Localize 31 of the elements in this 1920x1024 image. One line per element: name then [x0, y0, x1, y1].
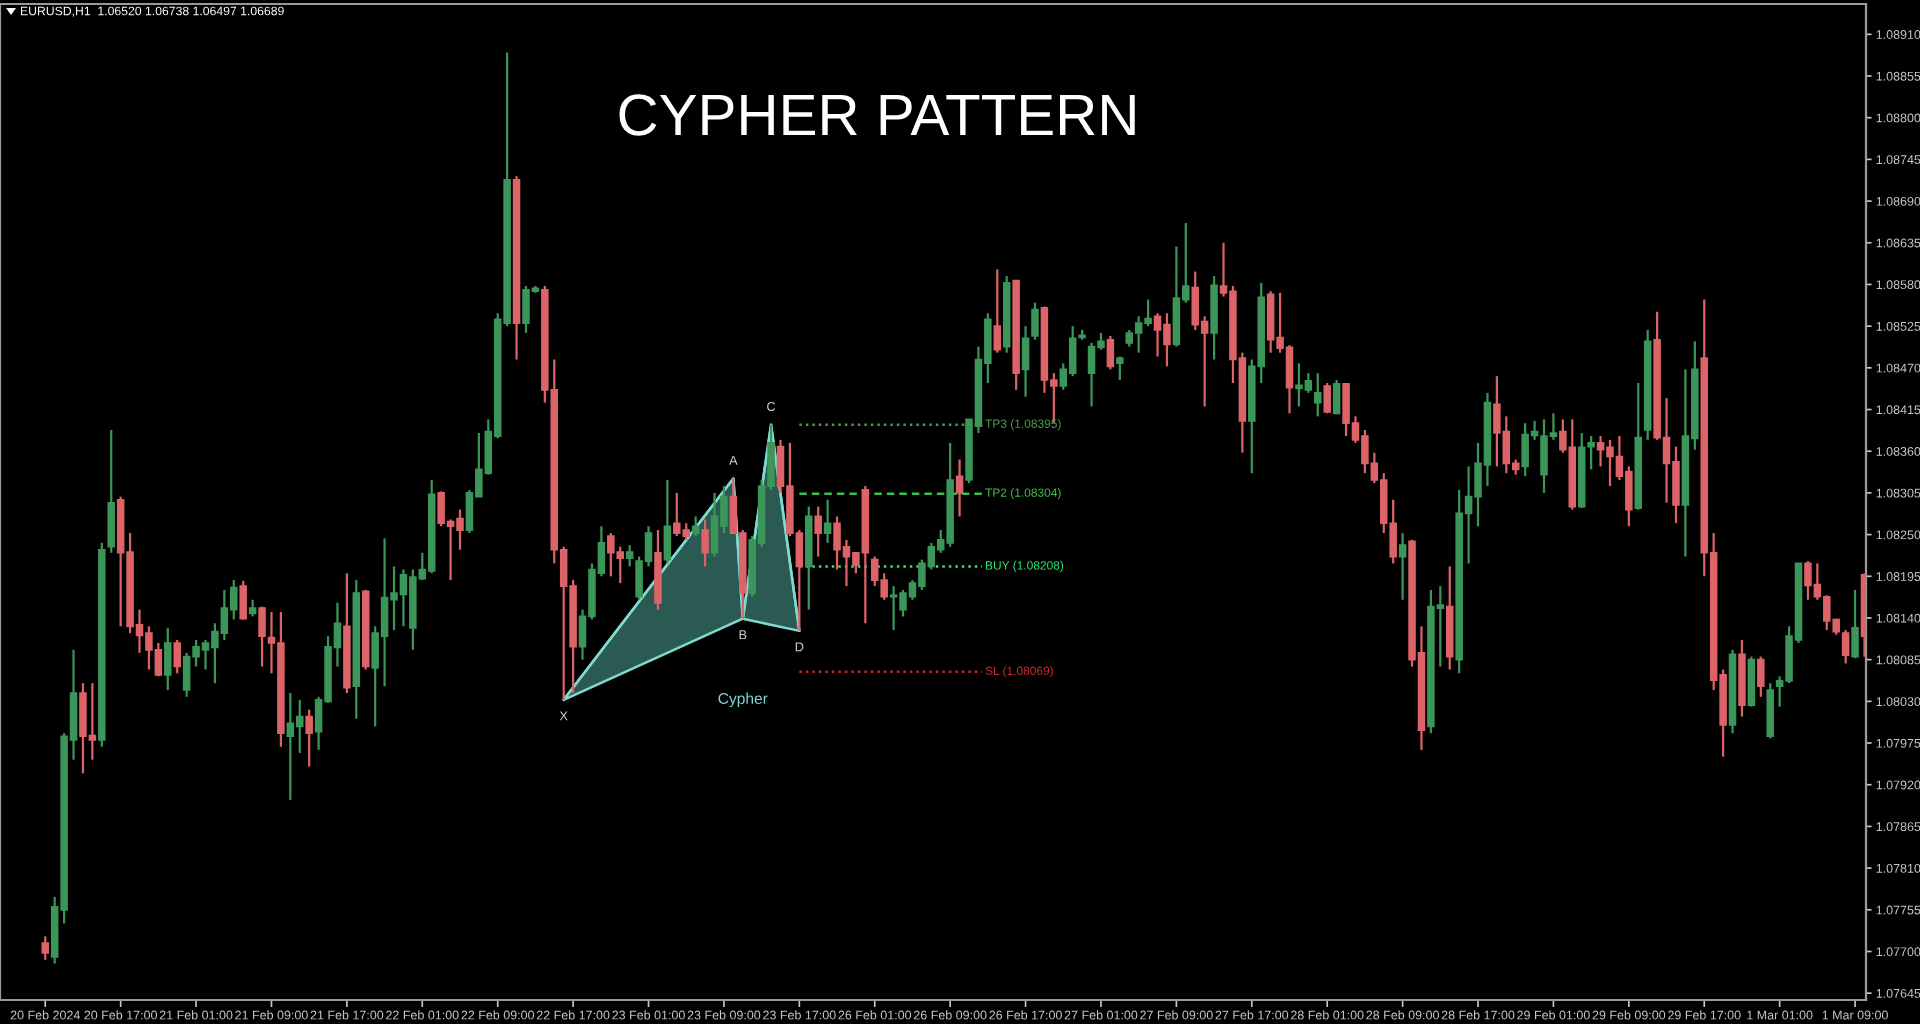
- candlestick: [305, 708, 313, 768]
- candlestick: [1766, 682, 1774, 740]
- text: CYPHER PATTERN: [619, 94, 1135, 136]
- candlestick: [955, 458, 964, 518]
- candlestick: [295, 698, 304, 754]
- candlestick: [1323, 381, 1331, 415]
- candlestick: [239, 579, 247, 621]
- candlestick: [258, 605, 266, 668]
- candlestick: [1757, 655, 1765, 698]
- candlestick: [1841, 628, 1850, 665]
- candlestick: [1106, 334, 1115, 371]
- candlestick: [814, 505, 822, 558]
- candlestick: [41, 935, 50, 961]
- candlestick: [691, 515, 700, 538]
- candlestick: [164, 626, 172, 692]
- candlestick: [1747, 655, 1756, 708]
- candlestick: [1398, 531, 1407, 601]
- candlestick: [993, 268, 1002, 354]
- candlestick: [1314, 372, 1322, 418]
- candlestick: [1332, 378, 1341, 416]
- candlestick: [1851, 588, 1859, 660]
- candlestick: [701, 518, 709, 568]
- candlestick: [1021, 325, 1030, 398]
- candlestick: [1031, 301, 1039, 341]
- candlestick: [663, 478, 672, 565]
- candlestick: [1210, 275, 1218, 361]
- candlestick: [107, 428, 115, 554]
- candlestick: [173, 638, 181, 675]
- candlestick: [625, 544, 634, 568]
- candlestick: [823, 498, 832, 545]
- candlestick: [1116, 355, 1124, 382]
